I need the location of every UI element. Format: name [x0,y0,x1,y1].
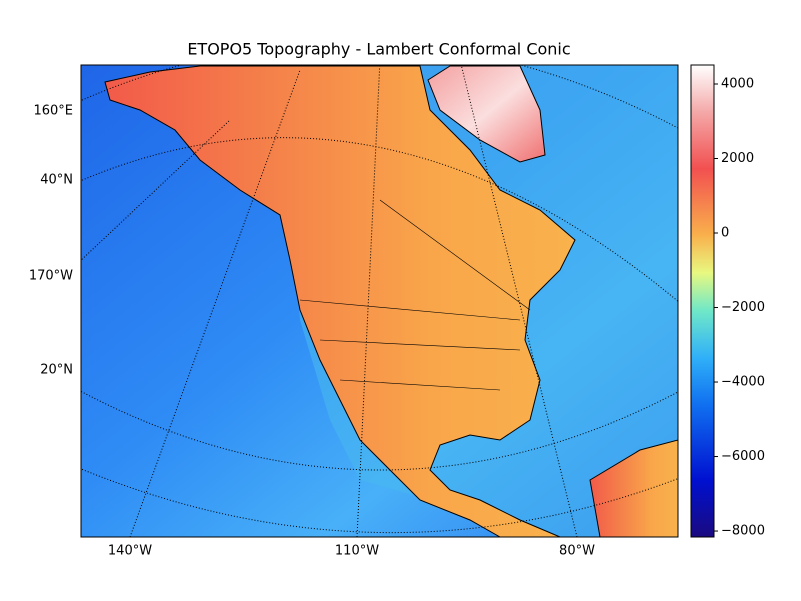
colorbar-tick-label: −2000 [721,300,765,315]
lon-label: 140°W [108,544,152,559]
colorbar [690,64,715,538]
lon-label: 80°W [559,544,595,559]
colorbar-tick-label: 0 [721,226,729,241]
map-title: ETOPO5 Topography - Lambert Conformal Co… [187,40,570,59]
south-america [589,439,678,537]
colorbar-tick-label: 2000 [721,151,754,166]
greenland [427,65,546,163]
colorbar-tick-label: −8000 [721,524,765,539]
map-frame [80,64,679,538]
map-area [81,65,678,537]
lat-label: 160°E [33,104,73,119]
lat-label: 40°N [40,173,73,188]
lon-label: 110°W [335,544,379,559]
north-america [104,65,576,537]
colorbar-tick-label: −6000 [721,449,765,464]
colorbar-tick-label: 4000 [721,76,754,91]
lat-label: 170°W [29,269,73,284]
colorbar-tick-label: −4000 [721,375,765,390]
lat-label: 20°N [40,363,73,378]
